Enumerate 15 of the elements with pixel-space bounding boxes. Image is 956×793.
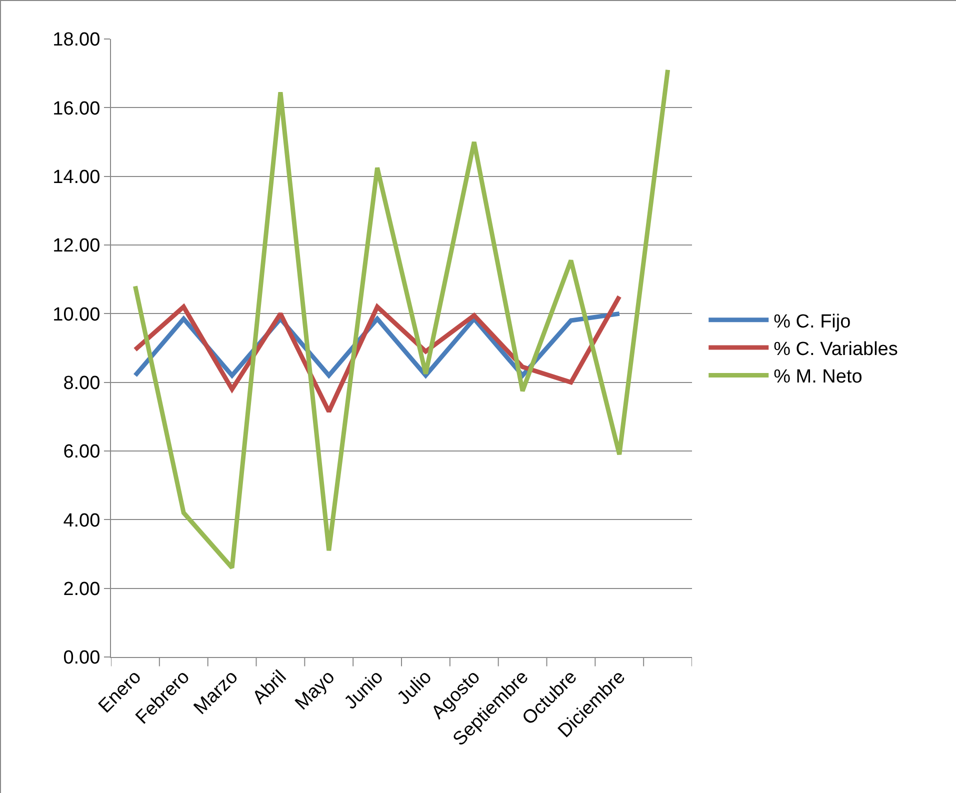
y-tick-label: 8.00 — [63, 372, 100, 394]
y-tick-label: 14.00 — [52, 166, 100, 188]
legend-label: % C. Variables — [774, 338, 898, 360]
legend-label: % C. Fijo — [774, 311, 851, 332]
y-tick-label: 10.00 — [52, 304, 100, 326]
y-tick-label: 16.00 — [52, 98, 100, 120]
y-tick-label: 2.00 — [63, 578, 100, 600]
y-tick-label: 6.00 — [63, 442, 100, 463]
y-tick-label: 0.00 — [63, 648, 100, 669]
legend-label: % M. Neto — [774, 366, 862, 388]
y-tick-label: 4.00 — [63, 510, 100, 532]
line-series — [132, 68, 670, 570]
line-series — [132, 294, 622, 414]
y-tick-label: 18.00 — [52, 30, 100, 51]
y-tick-label: 12.00 — [52, 236, 100, 257]
